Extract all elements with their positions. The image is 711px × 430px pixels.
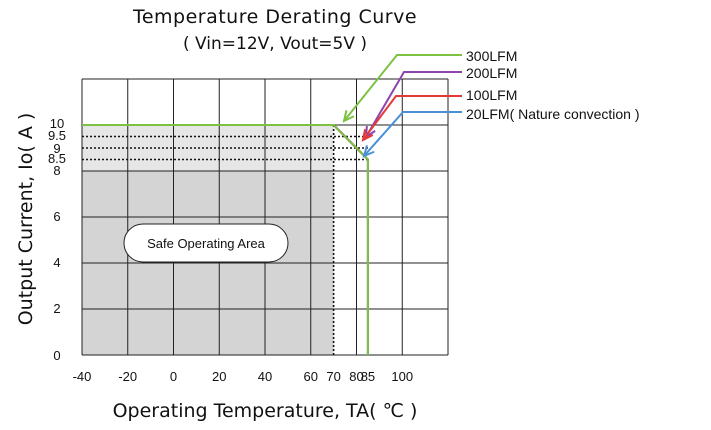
y-tick-label: 8.5 xyxy=(48,151,66,166)
legend-callout-line xyxy=(365,71,462,138)
legend-callout-line xyxy=(343,54,462,122)
x-tick-label: -40 xyxy=(73,369,92,384)
legend-label: 20LFM( Nature convection ) xyxy=(466,106,640,122)
y-tick-label: 4 xyxy=(53,255,60,270)
y-tick-label: 9 xyxy=(53,141,60,156)
legend-arrowhead xyxy=(361,129,374,142)
x-tick-label: -20 xyxy=(118,369,137,384)
y-tick-label: 9.5 xyxy=(48,128,66,143)
x-tick-label: 0 xyxy=(170,369,177,384)
y-tick-label: 0 xyxy=(53,348,60,363)
x-tick-label: 85 xyxy=(361,369,375,384)
legend-arrowhead xyxy=(342,110,355,123)
y-tick-label: 8 xyxy=(53,163,60,178)
legend-label: 300LFM xyxy=(466,48,517,64)
chart-subtitle: ( Vin=12V, Vout=5V ) xyxy=(183,34,367,54)
legend-label: 100LFM xyxy=(466,87,517,103)
chart-title: Temperature Derating Curve xyxy=(132,6,418,28)
y-tick-label: 2 xyxy=(53,301,60,316)
y-tick-label: 10 xyxy=(50,116,64,131)
x-tick-label: 70 xyxy=(326,369,340,384)
safe-area-label: Safe Operating Area xyxy=(147,236,266,251)
legend-callout-line xyxy=(363,111,462,157)
x-tick-label: 80 xyxy=(349,369,363,384)
y-axis-label: Output Current, Io( A ) xyxy=(15,112,37,326)
y-tick-label: 6 xyxy=(53,209,60,224)
legend-arrowhead xyxy=(362,145,375,158)
series-line xyxy=(82,124,369,355)
x-axis-label: Operating Temperature, TA( ℃ ) xyxy=(112,400,418,422)
legend-callout-line xyxy=(362,95,462,141)
x-tick-label: 100 xyxy=(391,369,413,384)
x-tick-label: 20 xyxy=(212,369,226,384)
x-tick-label: 40 xyxy=(258,369,272,384)
safe-area-box xyxy=(123,223,289,263)
x-tick-label: 60 xyxy=(304,369,318,384)
legend-label: 200LFM xyxy=(466,65,517,81)
